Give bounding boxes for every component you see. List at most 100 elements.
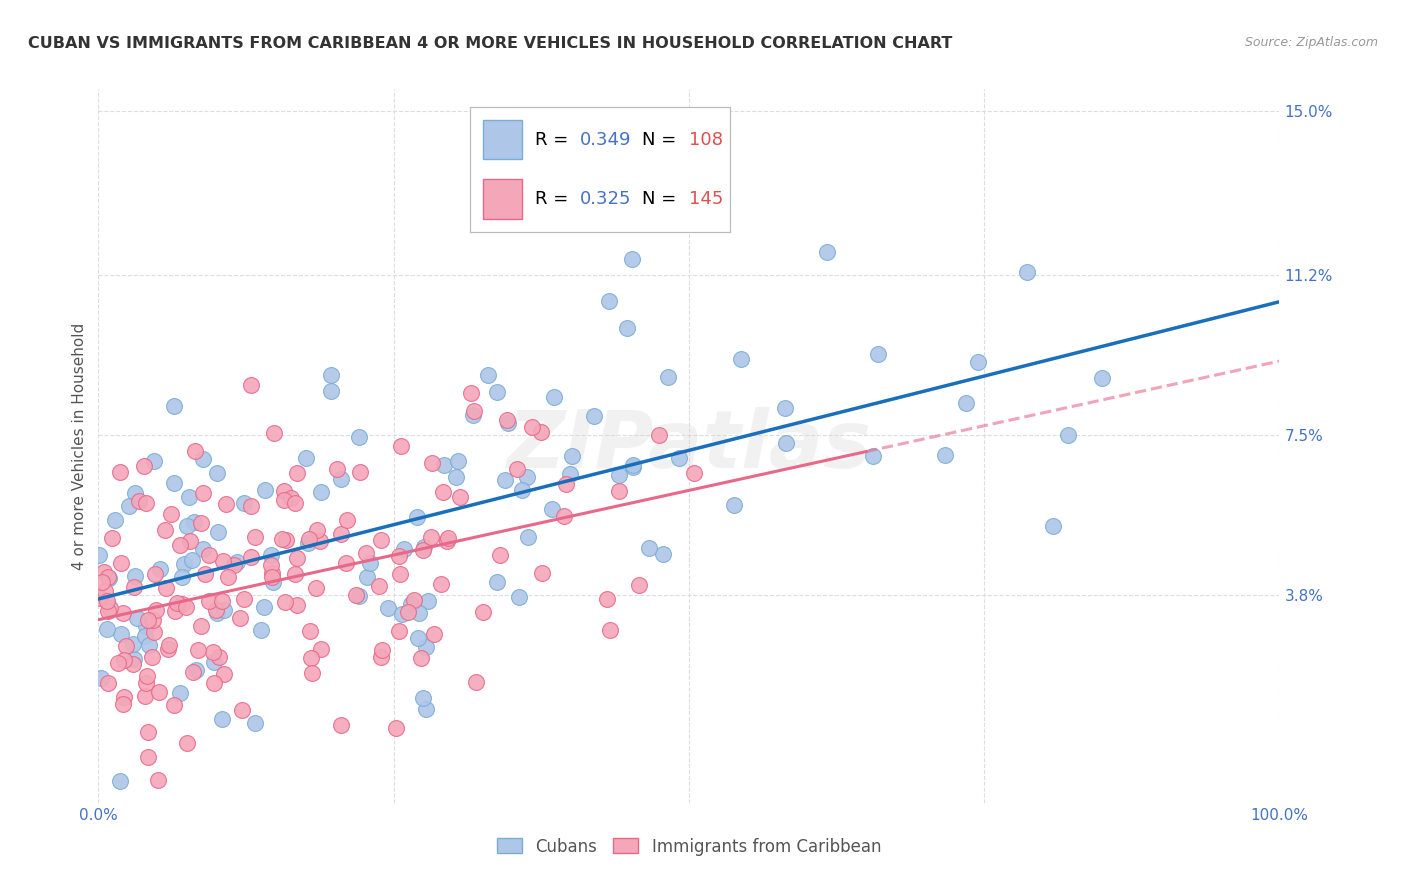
Point (134, 496, 156, 510)
Point (97, 571, 120, 585)
Point (489, 549, 512, 563)
Point (388, 549, 411, 563)
Point (449, 491, 471, 505)
Point (349, 590, 371, 604)
Point (404, 593, 426, 607)
Point (309, 641, 332, 656)
Point (179, 534, 201, 549)
Point (367, 579, 389, 593)
Point (862, 450, 884, 464)
Point (232, 591, 254, 606)
Point (229, 610, 252, 624)
Point (285, 599, 308, 613)
Point (616, 321, 638, 335)
Point (124, 486, 146, 500)
Point (163, 475, 186, 490)
Point (202, 645, 225, 659)
Point (240, 377, 263, 392)
Point (298, 532, 321, 546)
Point (231, 703, 253, 717)
Point (215, 497, 238, 511)
Point (530, 425, 553, 439)
Point (621, 460, 644, 475)
Point (335, 557, 357, 571)
Point (301, 665, 323, 680)
Point (193, 452, 215, 467)
Point (305, 581, 328, 595)
Point (388, 624, 411, 638)
Point (193, 486, 215, 500)
Point (723, 498, 745, 512)
Point (934, 448, 956, 462)
Point (418, 594, 440, 608)
Point (1042, 519, 1064, 533)
Point (486, 575, 509, 590)
Y-axis label: 4 or more Vehicles in Household: 4 or more Vehicles in Household (72, 322, 87, 570)
Point (1017, 265, 1039, 279)
Point (558, 467, 581, 481)
Point (464, 674, 486, 689)
Point (295, 450, 318, 465)
Point (211, 594, 233, 608)
Point (370, 650, 392, 665)
Point (620, 252, 643, 267)
Point (97, 604, 120, 618)
Point (520, 420, 543, 434)
Point (160, 507, 183, 521)
Point (155, 581, 177, 595)
Point (815, 245, 838, 260)
Point (460, 386, 482, 401)
Point (245, 530, 267, 544)
Point (245, 715, 267, 730)
Point (107, 656, 129, 670)
Point (128, 494, 150, 508)
Point (607, 468, 630, 483)
Point (212, 603, 235, 617)
Point (299, 650, 322, 665)
Point (198, 594, 221, 608)
Point (530, 566, 553, 580)
Point (307, 524, 329, 538)
Point (169, 685, 191, 699)
Point (262, 575, 284, 590)
Point (232, 496, 254, 510)
Point (136, 724, 159, 739)
Point (496, 413, 519, 427)
Point (359, 556, 381, 570)
Point (280, 491, 302, 506)
Point (226, 555, 249, 569)
Point (510, 483, 533, 498)
Point (260, 548, 283, 562)
Point (430, 577, 453, 591)
Point (207, 524, 229, 539)
Point (207, 606, 229, 620)
Point (561, 449, 583, 463)
Point (250, 623, 273, 637)
Point (254, 483, 277, 498)
Text: Source: ZipAtlas.com: Source: ZipAtlas.com (1244, 36, 1378, 49)
Point (596, 591, 619, 606)
Point (463, 404, 485, 418)
Point (321, 384, 343, 399)
Point (173, 557, 195, 571)
Point (349, 430, 371, 444)
Point (163, 400, 186, 414)
Point (179, 490, 201, 504)
Point (599, 623, 621, 637)
Point (97, 676, 120, 690)
Point (285, 467, 308, 481)
Point (239, 550, 262, 565)
Point (263, 426, 285, 441)
Point (89, 591, 111, 605)
Point (166, 595, 188, 609)
Point (149, 562, 172, 576)
Point (187, 643, 209, 657)
Point (141, 650, 163, 665)
Point (415, 640, 437, 655)
Point (217, 569, 239, 583)
Point (142, 454, 165, 468)
Point (176, 736, 198, 750)
Point (222, 558, 245, 573)
Point (335, 513, 357, 527)
Point (730, 351, 752, 366)
